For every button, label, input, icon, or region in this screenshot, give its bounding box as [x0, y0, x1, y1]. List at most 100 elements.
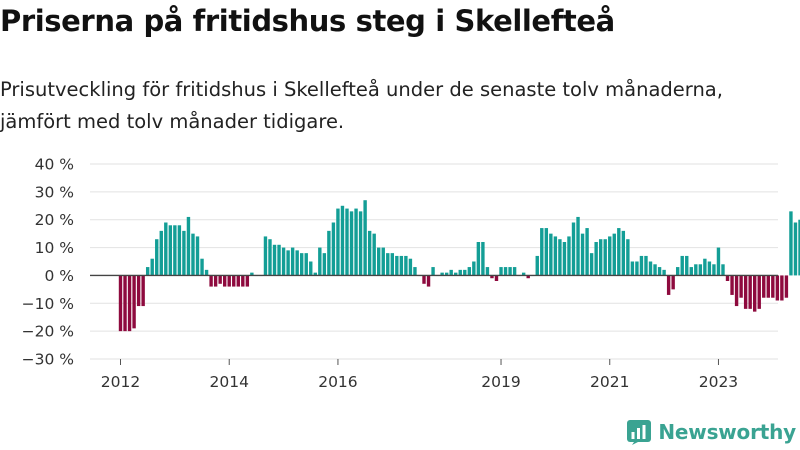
bar — [698, 264, 703, 276]
chart-subtitle: Prisutveckling för fritidshus i Skelleft… — [0, 78, 723, 133]
bar — [204, 269, 209, 276]
bar — [540, 228, 544, 276]
bar — [662, 269, 666, 276]
bar — [580, 233, 585, 276]
bar — [617, 228, 621, 276]
bar — [558, 239, 562, 276]
bar — [753, 275, 757, 312]
bar — [743, 275, 748, 309]
bar — [712, 264, 716, 276]
bar — [716, 247, 721, 276]
bar — [186, 216, 191, 276]
bar — [657, 267, 662, 276]
bar — [553, 236, 558, 276]
bar — [295, 250, 299, 276]
bar — [123, 275, 127, 332]
bar — [118, 275, 123, 332]
x-tick-label: 2023 — [699, 373, 738, 391]
bar — [168, 225, 173, 276]
bar — [594, 242, 598, 276]
bar — [413, 267, 417, 276]
bar — [734, 275, 739, 307]
bar — [449, 269, 453, 276]
bar — [363, 200, 367, 276]
bar — [576, 216, 580, 276]
y-tick-label: 20 % — [35, 211, 74, 229]
bar — [227, 275, 231, 287]
bar — [630, 261, 635, 276]
brand-name: Newsworthy — [658, 420, 796, 444]
bar — [526, 275, 530, 279]
bar — [494, 275, 499, 281]
bar — [703, 258, 707, 276]
bar — [155, 239, 159, 276]
bar — [404, 255, 408, 276]
bar — [336, 208, 340, 276]
bar — [127, 275, 132, 332]
bar — [798, 219, 800, 276]
y-tick-label: 30 % — [35, 183, 74, 201]
bar — [757, 275, 761, 309]
bar — [141, 275, 145, 307]
bar — [562, 242, 567, 276]
bar — [521, 272, 526, 276]
bar — [250, 272, 254, 276]
bar — [182, 230, 186, 276]
bar — [589, 253, 594, 276]
bar — [544, 228, 549, 276]
bar — [789, 211, 793, 276]
bar — [200, 258, 204, 276]
bar — [512, 267, 517, 276]
bar — [503, 267, 508, 276]
bar — [177, 225, 182, 276]
y-tick-label: 10 % — [35, 239, 74, 257]
x-tick-label: 2012 — [101, 373, 140, 391]
bar — [173, 225, 177, 276]
bar — [730, 275, 734, 295]
y-tick-label: 40 % — [35, 156, 74, 174]
bar — [481, 242, 485, 276]
bar — [458, 269, 462, 276]
bar — [793, 222, 798, 276]
bar — [476, 242, 481, 276]
bar — [327, 230, 331, 276]
bar — [567, 236, 571, 276]
bar — [272, 244, 277, 276]
bar — [386, 253, 390, 276]
bar — [195, 236, 200, 276]
bar — [426, 275, 431, 287]
bar — [689, 267, 693, 276]
bar — [762, 275, 766, 298]
x-tick-label: 2014 — [209, 373, 248, 391]
bar — [472, 261, 476, 276]
bar — [345, 208, 349, 276]
bar — [780, 275, 784, 301]
bar — [358, 211, 363, 276]
bar — [422, 275, 426, 284]
bar — [136, 275, 141, 307]
bar — [268, 239, 272, 276]
x-tick-label: 2019 — [481, 373, 520, 391]
bar — [608, 236, 612, 276]
newsworthy-brand[interactable]: Newsworthy — [626, 419, 796, 445]
bar — [381, 247, 385, 276]
bar — [666, 275, 671, 295]
bar — [675, 267, 680, 276]
bar — [222, 275, 227, 287]
bar — [648, 261, 653, 276]
bar — [377, 247, 381, 276]
bar — [694, 264, 698, 276]
bar — [499, 267, 503, 276]
bar-chart: 40 % 30 % 20 % 10 % 0 % −10 % −20 % −30 % 2012 20… — [22, 156, 800, 391]
bar — [639, 255, 644, 276]
bar — [766, 275, 770, 298]
bar — [585, 228, 589, 276]
bar — [164, 222, 168, 276]
bar — [571, 222, 576, 276]
bar — [535, 255, 539, 276]
bar — [685, 255, 689, 276]
bar — [241, 275, 245, 287]
bar — [621, 230, 626, 276]
bar — [390, 253, 394, 276]
bar — [603, 239, 607, 276]
